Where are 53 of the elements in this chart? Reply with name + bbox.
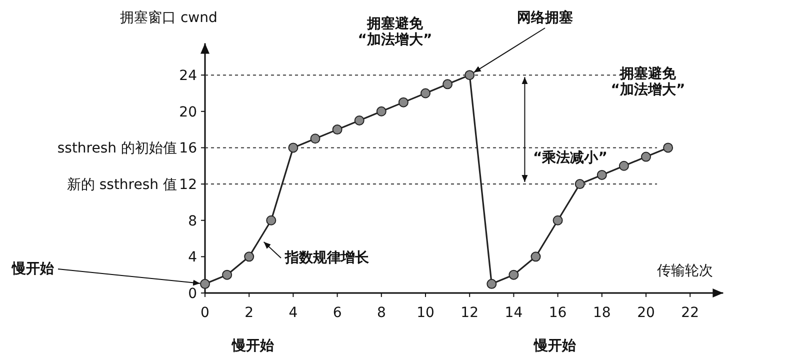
y-tick-label: 20: [179, 104, 197, 120]
x-tick-label: 14: [504, 305, 523, 321]
point: [530, 252, 541, 262]
y-tick-label: 8: [188, 213, 197, 230]
point: [596, 170, 607, 180]
x-tick-label: 16: [548, 305, 567, 321]
point: [552, 215, 563, 226]
point: [574, 179, 585, 190]
x-axis-title: 传输轮次: [657, 263, 714, 279]
annotation: “乘法减小”: [533, 150, 608, 166]
x-tick-label: 10: [416, 305, 434, 321]
point: [618, 160, 629, 171]
ref-line-label: 新的 ssthresh 值: [66, 177, 177, 194]
y-tick-label: 16: [179, 140, 198, 157]
text: 慢开始: [231, 338, 275, 354]
x-tick-label: 0: [200, 305, 210, 321]
point: [200, 278, 210, 289]
x-tick-label: 4: [288, 305, 298, 321]
y-tick-label: 24: [179, 68, 198, 84]
x-tick-label: 12: [460, 305, 479, 321]
point: [486, 278, 497, 289]
annotation: 慢开始: [11, 261, 55, 277]
x-tick-label: 6: [332, 305, 342, 321]
point: [464, 70, 475, 80]
annotation: 拥塞避免 “加法增大”: [610, 65, 686, 98]
x-tick-label: 2: [244, 305, 254, 321]
annotation: 指数规律增长: [284, 250, 370, 266]
annotation: 拥塞避免 “加法增大”: [358, 15, 432, 48]
x-tick-label: 22: [681, 305, 700, 321]
text: 慢开始: [533, 338, 577, 354]
point: [508, 270, 519, 280]
point: [288, 142, 298, 153]
point: [663, 142, 674, 153]
point: [222, 270, 232, 280]
point: [420, 88, 430, 98]
point: [376, 106, 386, 116]
x-tick-label: 8: [376, 305, 386, 321]
point: [332, 124, 342, 135]
point: [310, 134, 320, 144]
y-tick-label: 0: [188, 286, 197, 302]
y-tick-label: 4: [188, 250, 198, 266]
annotation: 网络拥塞: [517, 9, 573, 26]
x-tick-label: 18: [592, 305, 611, 321]
point: [641, 152, 651, 162]
point: [398, 97, 408, 108]
point: [266, 215, 276, 226]
point: [354, 115, 364, 126]
point: [244, 252, 254, 262]
ref-line-label: ssthresh 的初始值: [57, 140, 177, 157]
y-tick-label: 12: [179, 177, 197, 194]
x-tick-label: 20: [637, 305, 655, 321]
y-axis-title: 拥塞窗口 cwnd: [120, 10, 218, 26]
point: [442, 79, 453, 90]
